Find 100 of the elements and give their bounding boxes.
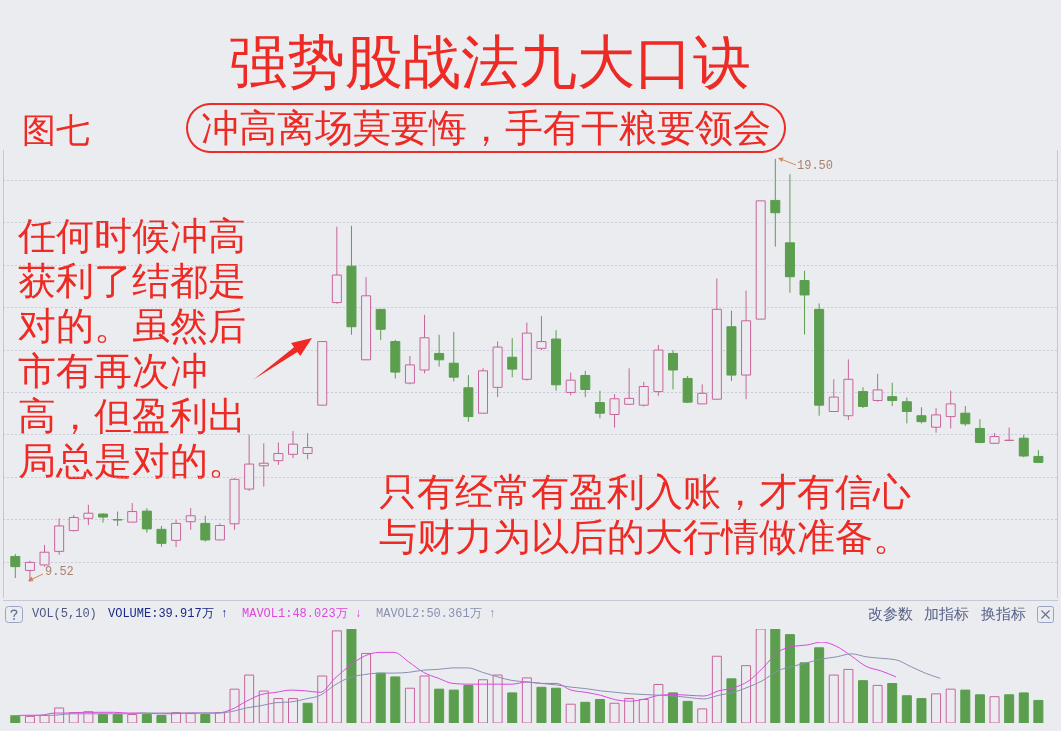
bar xyxy=(974,694,985,723)
chart-title: 强势股战法九大口诀 xyxy=(229,28,751,96)
bar xyxy=(565,703,576,723)
bar xyxy=(273,698,284,723)
bar xyxy=(127,714,138,723)
bar xyxy=(156,714,167,723)
bar xyxy=(843,668,854,723)
candlestick xyxy=(507,337,518,378)
text: MAVOL2:50.361万 ↑ xyxy=(376,607,497,621)
candlestick xyxy=(565,372,576,396)
candlestick xyxy=(858,386,868,409)
bar xyxy=(653,683,664,723)
candlestick xyxy=(200,515,211,543)
bar xyxy=(580,701,591,723)
candlestick xyxy=(945,390,956,429)
bar xyxy=(317,675,328,723)
annotation: 9.52 xyxy=(45,565,74,579)
text: 换指标 xyxy=(981,605,1026,623)
bar xyxy=(492,674,503,723)
bar xyxy=(302,702,313,723)
candlestick xyxy=(98,512,108,524)
bar xyxy=(1004,694,1015,723)
bar xyxy=(887,683,898,723)
bar xyxy=(609,702,620,723)
bar xyxy=(551,687,562,723)
candlestick xyxy=(580,370,591,398)
bar xyxy=(1033,699,1044,723)
candlestick xyxy=(141,507,152,534)
candlestick xyxy=(448,331,459,382)
candlestick xyxy=(609,393,620,429)
bar xyxy=(916,698,927,723)
chart-subtitle: 冲高离场莫要悔，手有干粮要领会 xyxy=(201,106,771,150)
bar xyxy=(521,677,532,723)
bar xyxy=(784,634,795,723)
candlestick xyxy=(302,432,313,460)
candlestick xyxy=(273,441,284,466)
bar xyxy=(697,708,708,723)
bar xyxy=(872,684,883,723)
bar xyxy=(98,714,108,723)
bar xyxy=(361,652,372,723)
bar xyxy=(668,692,678,723)
candlestick xyxy=(931,407,942,434)
candlestick xyxy=(288,430,298,459)
candlestick xyxy=(901,397,912,424)
candlestick xyxy=(697,383,708,405)
candlestick xyxy=(39,544,50,568)
annotation: 任何时候冲高获利了结都是对的。虽然后市有再次冲高，但盈利出局总是对的。 xyxy=(18,214,247,484)
bar xyxy=(799,662,810,723)
candlestick xyxy=(127,502,138,523)
bar xyxy=(331,630,342,723)
bar xyxy=(244,674,255,723)
candlestick xyxy=(185,507,196,531)
bar xyxy=(507,692,518,723)
bar xyxy=(989,696,1000,723)
bar xyxy=(960,689,971,723)
bar xyxy=(258,690,269,723)
candlestick xyxy=(156,525,167,548)
bar xyxy=(185,713,196,723)
candlestick xyxy=(960,405,971,427)
text: VOLUME:39.917万 ↑ xyxy=(108,607,229,621)
bar xyxy=(931,693,942,723)
candlestick xyxy=(682,375,693,404)
bar xyxy=(594,699,605,723)
bar xyxy=(638,699,649,723)
candlestick xyxy=(638,381,649,407)
bar xyxy=(536,686,547,723)
candlestick xyxy=(799,270,810,335)
candlestick xyxy=(375,308,386,341)
bar xyxy=(24,715,35,723)
text: VOL(5,10) xyxy=(32,607,97,621)
candlestick xyxy=(536,315,547,351)
bar xyxy=(711,655,722,723)
bar xyxy=(741,665,752,723)
candlestick xyxy=(828,378,839,413)
annotation: 图七 xyxy=(22,110,90,150)
bar xyxy=(945,688,956,723)
bar xyxy=(141,714,152,723)
bar xyxy=(463,684,474,723)
candlestick xyxy=(434,334,445,368)
bar xyxy=(478,679,488,723)
candlestick xyxy=(594,390,605,419)
candlestick xyxy=(404,355,415,385)
bar xyxy=(404,687,415,723)
annotation: 只有经常有盈利入账，才有信心与财力为以后的大行情做准备。 xyxy=(379,470,912,560)
bar xyxy=(229,688,240,723)
candlestick xyxy=(872,373,883,403)
bar xyxy=(755,629,766,723)
bar xyxy=(375,672,386,723)
candlestick xyxy=(974,418,985,444)
bar xyxy=(200,714,211,723)
bar xyxy=(112,714,123,723)
bar xyxy=(390,676,401,723)
bar xyxy=(434,688,445,723)
bar xyxy=(828,674,839,723)
candlestick xyxy=(668,349,678,390)
bar xyxy=(770,629,781,723)
text: 改参数 xyxy=(868,605,913,623)
bar xyxy=(346,629,357,723)
bar xyxy=(10,715,21,723)
candlestick xyxy=(83,504,94,526)
